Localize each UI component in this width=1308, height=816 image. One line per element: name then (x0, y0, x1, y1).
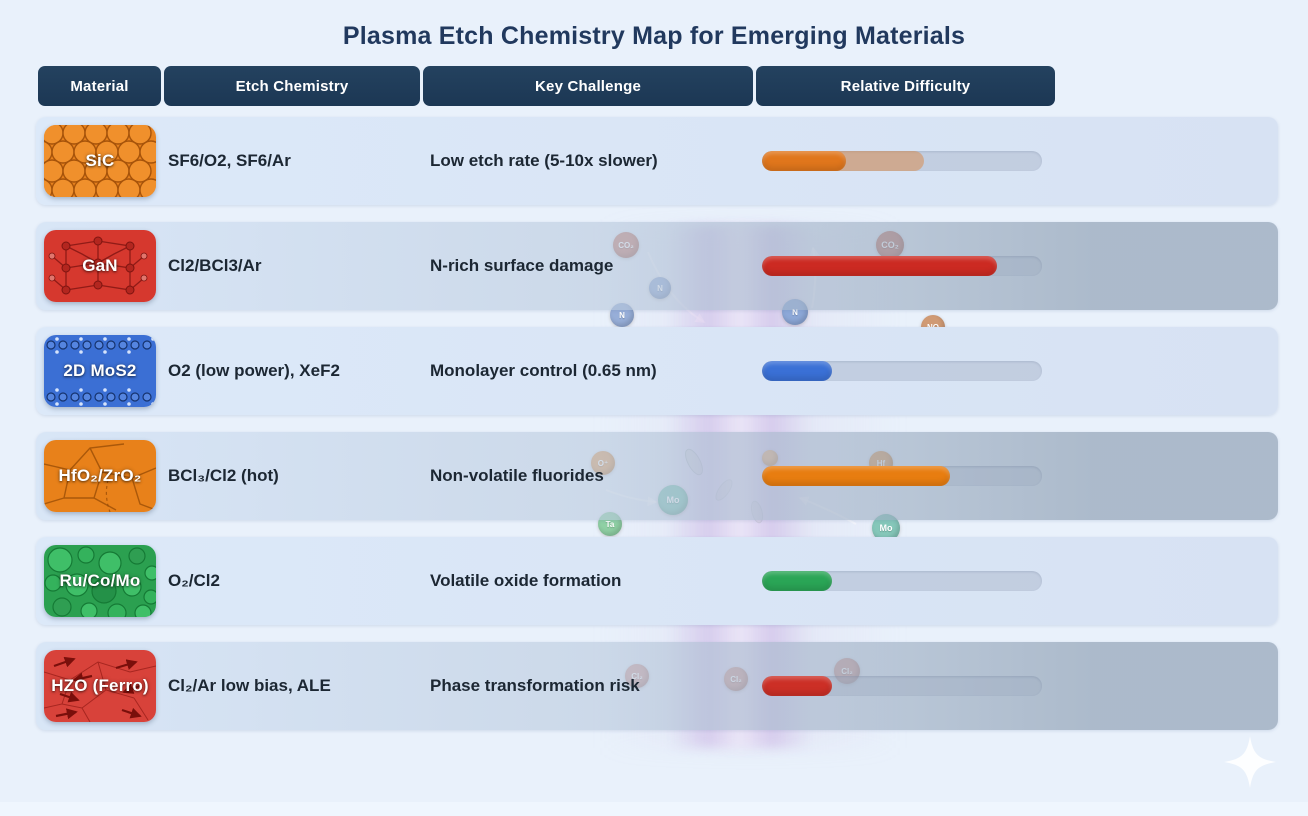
difficulty-bar (762, 151, 1042, 171)
material-label: SiC (85, 151, 115, 170)
etch-chemistry-text: BCl₃/Cl2 (hot) (168, 466, 279, 485)
ferro-domains-pattern-graphic (44, 650, 156, 722)
table-row-ru-co-mo: Ru/Co/Mo O₂/Cl2 Volatile oxide formation (36, 537, 1278, 625)
column-header-key-challenge: Key Challenge (423, 66, 753, 106)
mos2-pattern-graphic (44, 335, 156, 407)
material-label: 2D MoS2 (63, 361, 137, 380)
material-tile-hzo: HZO (Ferro) (44, 650, 156, 722)
difficulty-bar-fill (762, 151, 846, 171)
etch-chemistry-text: SF6/O2, SF6/Ar (168, 151, 291, 170)
difficulty-bar (762, 571, 1042, 591)
material-tile-mos2: 2D MoS2 (44, 335, 156, 407)
material-tile-hfo2-zro2: HfO₂/ZrO₂ (44, 440, 156, 512)
column-header-relative-difficulty: Relative Difficulty (756, 66, 1055, 106)
table-header: Material Etch Chemistry Key Challenge Re… (38, 66, 1308, 106)
material-label: HZO (Ferro) (51, 676, 149, 695)
difficulty-bar-fill (762, 361, 832, 381)
material-label: GaN (82, 256, 118, 275)
gan-pattern-graphic (44, 230, 156, 302)
table-row-sic: SiC SF6/O2, SF6/Ar Low etch rate (5-10x … (36, 117, 1278, 205)
column-header-etch-chemistry: Etch Chemistry (164, 66, 420, 106)
metal-grains-pattern-graphic (44, 545, 156, 617)
difficulty-bar (762, 256, 1042, 276)
key-challenge-text: Non-volatile fluorides (430, 466, 604, 485)
difficulty-bar (762, 676, 1042, 696)
difficulty-bar-fill (762, 466, 950, 486)
key-challenge-text: N-rich surface damage (430, 256, 614, 275)
etch-chemistry-text: O2 (low power), XeF2 (168, 361, 340, 380)
table-row-mos2: 2D MoS2 O2 (low power), XeF2 Monolayer c… (36, 327, 1278, 415)
table-row-gan: GaN Cl2/BCl3/Ar N-rich surface damage (36, 222, 1278, 310)
key-challenge-text: Phase transformation risk (430, 676, 640, 695)
difficulty-bar (762, 361, 1042, 381)
footer-strip (0, 802, 1308, 816)
difficulty-bar-fill (762, 256, 998, 276)
material-tile-ru-co-mo: Ru/Co/Mo (44, 545, 156, 617)
etch-chemistry-text: O₂/Cl2 (168, 571, 220, 590)
material-tile-sic: SiC (44, 125, 156, 197)
table-row-hfo2-zro2: HfO₂/ZrO₂ BCl₃/Cl2 (hot) Non-volatile fl… (36, 432, 1278, 520)
material-label: HfO₂/ZrO₂ (58, 466, 142, 485)
difficulty-bar-fill (762, 676, 832, 696)
page-title: Plasma Etch Chemistry Map for Emerging M… (342, 22, 966, 50)
column-header-material: Material (38, 66, 161, 106)
etch-chemistry-text: Cl2/BCl3/Ar (168, 256, 262, 275)
material-tile-gan: GaN (44, 230, 156, 302)
sic-pattern-graphic (44, 125, 156, 197)
material-label: Ru/Co/Mo (59, 571, 141, 590)
key-challenge-text: Volatile oxide formation (430, 571, 622, 590)
table-row-hzo-ferro: HZO (Ferro) Cl₂/Ar low bias, ALE Phase t… (36, 642, 1278, 730)
materials-table: SiC SF6/O2, SF6/Ar Low etch rate (5-10x … (36, 117, 1308, 730)
key-challenge-text: Monolayer control (0.65 nm) (430, 361, 657, 380)
difficulty-bar-fill (762, 571, 832, 591)
hfo2-pattern-graphic (44, 440, 156, 512)
key-challenge-text: Low etch rate (5-10x slower) (430, 151, 658, 170)
difficulty-bar (762, 466, 1042, 486)
etch-chemistry-text: Cl₂/Ar low bias, ALE (168, 676, 331, 695)
